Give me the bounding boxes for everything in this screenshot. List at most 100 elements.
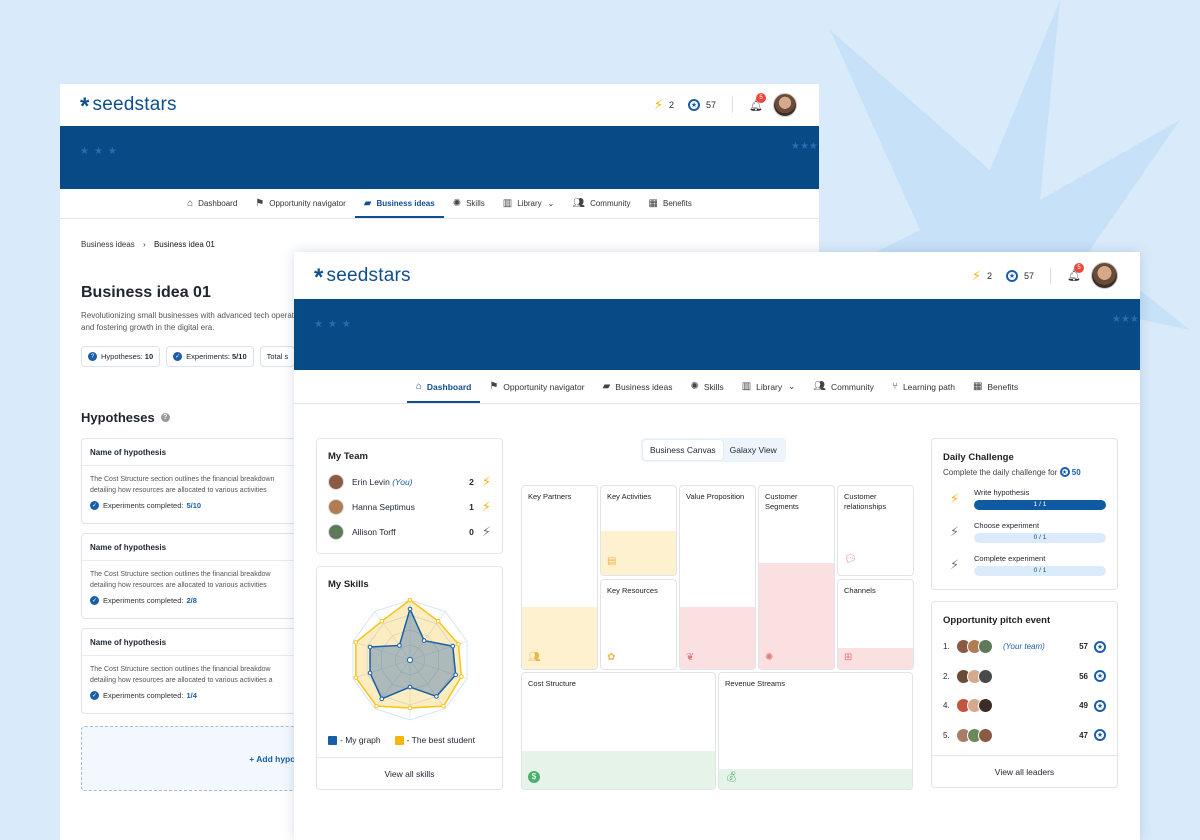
view-all-leaders-button[interactable]: View all leaders	[932, 755, 1117, 787]
bolt-icon: ⚡	[950, 524, 960, 539]
coins-counter[interactable]: ★ 57	[688, 99, 716, 111]
progress-bar: 0 / 1	[974, 566, 1106, 576]
legend-my-graph: - My graph	[328, 735, 381, 745]
help-icon[interactable]: ?	[160, 413, 170, 422]
nav-dashboard[interactable]: ⌂ Dashboard	[187, 198, 238, 209]
challenge-item[interactable]: ⚡ Complete experiment 0 / 1	[932, 551, 1106, 584]
canvas-revenue-streams[interactable]: Revenue Streams 💰︎	[718, 672, 913, 790]
progress-bar: 0 / 1	[974, 533, 1106, 543]
bell-icon: 🔔︎	[1067, 270, 1081, 282]
checklist-icon: ▤	[607, 556, 617, 567]
user-avatar[interactable]	[773, 93, 797, 117]
total-chip: Total s	[259, 346, 296, 367]
my-team-card: My Team Erin Levin (You) 2 ⚡ Hanna Septimu…	[316, 438, 503, 554]
radar-best-student-point	[459, 674, 464, 679]
hypotheses-chip: ? Hypotheses: 10	[81, 346, 161, 367]
radar-my-graph-point	[397, 643, 402, 648]
nav-community[interactable]: 👥︎ Community	[572, 198, 631, 209]
chat-icon: 💬︎	[844, 554, 857, 565]
nav-library[interactable]: ▥ Library ⌄	[741, 381, 796, 392]
canvas-channels[interactable]: Channels ⊞	[837, 579, 914, 670]
card-title: My Skills	[328, 579, 369, 590]
nav-community[interactable]: 👥︎ Community	[813, 381, 874, 392]
main-nav: ⌂ Dashboard ⚑ Opportunity navigator ▰ Busines…	[294, 370, 1140, 404]
seedstars-logo[interactable]: * seedstars	[314, 263, 411, 291]
banner: ★★★ ★★★	[294, 299, 1140, 370]
nav-benefits[interactable]: ▦ Benefits	[972, 381, 1019, 392]
canvas-key-resources[interactable]: Key Resources ✿	[600, 579, 677, 670]
legend-best-student: - The best student	[394, 735, 475, 745]
radar-my-graph-point	[407, 684, 413, 690]
bolt-icon: ⚡	[481, 523, 491, 539]
bolt-icon: ⚡	[950, 491, 960, 506]
canvas-cost-structure[interactable]: Cost Structure $	[521, 672, 716, 790]
energy-counter[interactable]: ⚡ 2	[653, 97, 675, 112]
business-canvas-tab[interactable]: Business Canvas	[643, 440, 723, 460]
breadcrumb-current: Business idea 01	[153, 240, 215, 249]
nav-library[interactable]: ▥ Library ⌄	[502, 198, 555, 209]
view-toggle: Business Canvas Galaxy View	[641, 438, 786, 462]
notifications-button[interactable]: 🔔︎ 5	[749, 92, 767, 112]
team-member[interactable]: Erin Levin (You) 2 ⚡	[328, 469, 491, 494]
radar-my-graph-point	[421, 638, 427, 643]
leaderboard-row[interactable]: 5. 47 ★	[943, 721, 1106, 751]
leaderboard-row[interactable]: 2. 56 ★	[943, 662, 1106, 692]
notification-badge: 5	[756, 92, 767, 103]
nav-opportunity-navigator[interactable]: ⚑ Opportunity navigator	[255, 198, 346, 209]
seedstars-logo[interactable]: * seedstars	[80, 93, 177, 120]
canvas-value-proposition[interactable]: Value Proposition ❦	[679, 485, 756, 670]
leaf-icon: ❦	[686, 652, 695, 663]
book-icon: ▥	[502, 198, 513, 209]
experiments-chip: ✓ Experiments: 5/10	[166, 346, 254, 367]
progress-bar: 1 / 1	[974, 500, 1106, 510]
canvas-key-partners[interactable]: Key Partners 👥︎	[521, 485, 598, 670]
nav-business-ideas[interactable]: ▰ Business ideas	[602, 381, 673, 392]
challenge-item[interactable]: ⚡ Write hypothesis 1 / 1	[932, 485, 1106, 518]
bolt-icon: ⚡	[481, 498, 491, 514]
nav-skills[interactable]: ✺ Skills	[452, 198, 485, 209]
canvas-key-activities[interactable]: Key Activities ▤	[600, 485, 677, 576]
leaderboard-row[interactable]: 4. 49 ★	[943, 691, 1106, 721]
user-avatar[interactable]	[1091, 262, 1118, 289]
bolt-icon: ⚡	[971, 267, 981, 283]
question-icon: ?	[88, 352, 97, 361]
check-icon: ✓	[90, 501, 99, 510]
hypothesis-card[interactable]: Name of hypothesis The Cost Structure se…	[81, 533, 341, 619]
nav-dashboard[interactable]: ⌂ Dashboard	[406, 370, 481, 403]
home-icon: ⌂	[415, 381, 422, 392]
radar-my-graph-point	[367, 670, 373, 676]
radar-best-student-point	[353, 675, 359, 680]
nav-opportunity-navigator[interactable]: ⚑ Opportunity navigator	[489, 381, 585, 392]
nav-skills[interactable]: ✺ Skills	[690, 381, 724, 392]
chevron-down-icon: ⌄	[788, 381, 796, 391]
leaderboard-row[interactable]: 1. (Your team) 57 ★	[943, 632, 1106, 662]
money-bag-icon: 💰︎	[725, 772, 738, 783]
nav-benefits[interactable]: ▦ Benefits	[648, 198, 692, 209]
notifications-button[interactable]: 🔔︎ 5	[1067, 263, 1085, 282]
bolt-icon: ⚡	[481, 473, 491, 489]
canvas-customer-relationships[interactable]: Customer relationships 💬︎	[837, 485, 914, 576]
briefcase-icon: ▰	[602, 381, 611, 392]
galaxy-view-tab[interactable]: Galaxy View	[729, 445, 777, 455]
radar-my-graph-point	[379, 696, 385, 702]
topbar: * seedstars ⚡ 2 ★ 57 🔔︎ 5	[294, 252, 1140, 299]
check-icon: ✓	[90, 596, 99, 605]
energy-counter[interactable]: ⚡ 2	[971, 267, 993, 283]
view-all-skills-button[interactable]: View all skills	[317, 757, 502, 789]
coins-counter[interactable]: ★ 57	[1006, 269, 1034, 282]
team-member[interactable]: Allison Torff 0 ⚡	[328, 519, 491, 544]
canvas-customer-segments[interactable]: Customer Segments ✺	[758, 485, 835, 670]
challenge-item[interactable]: ⚡ Choose experiment 0 / 1	[932, 518, 1106, 551]
breadcrumb-link[interactable]: Business ideas	[81, 240, 135, 249]
radar-best-student-point	[379, 618, 385, 624]
radar-best-student-point	[435, 618, 441, 624]
book-icon: ▥	[741, 381, 752, 392]
radar-axis	[352, 659, 411, 679]
gear-icon: ✿	[607, 652, 616, 663]
radar-axis	[352, 641, 411, 661]
team-member[interactable]: Hanna Septimus 1 ⚡	[328, 494, 491, 519]
radar-center	[407, 657, 413, 663]
coin-icon: ★	[1094, 729, 1106, 742]
nav-business-ideas[interactable]: ▰ Business ideas	[354, 189, 444, 218]
nav-learning-path[interactable]: ⑂ Learning path	[891, 381, 955, 392]
